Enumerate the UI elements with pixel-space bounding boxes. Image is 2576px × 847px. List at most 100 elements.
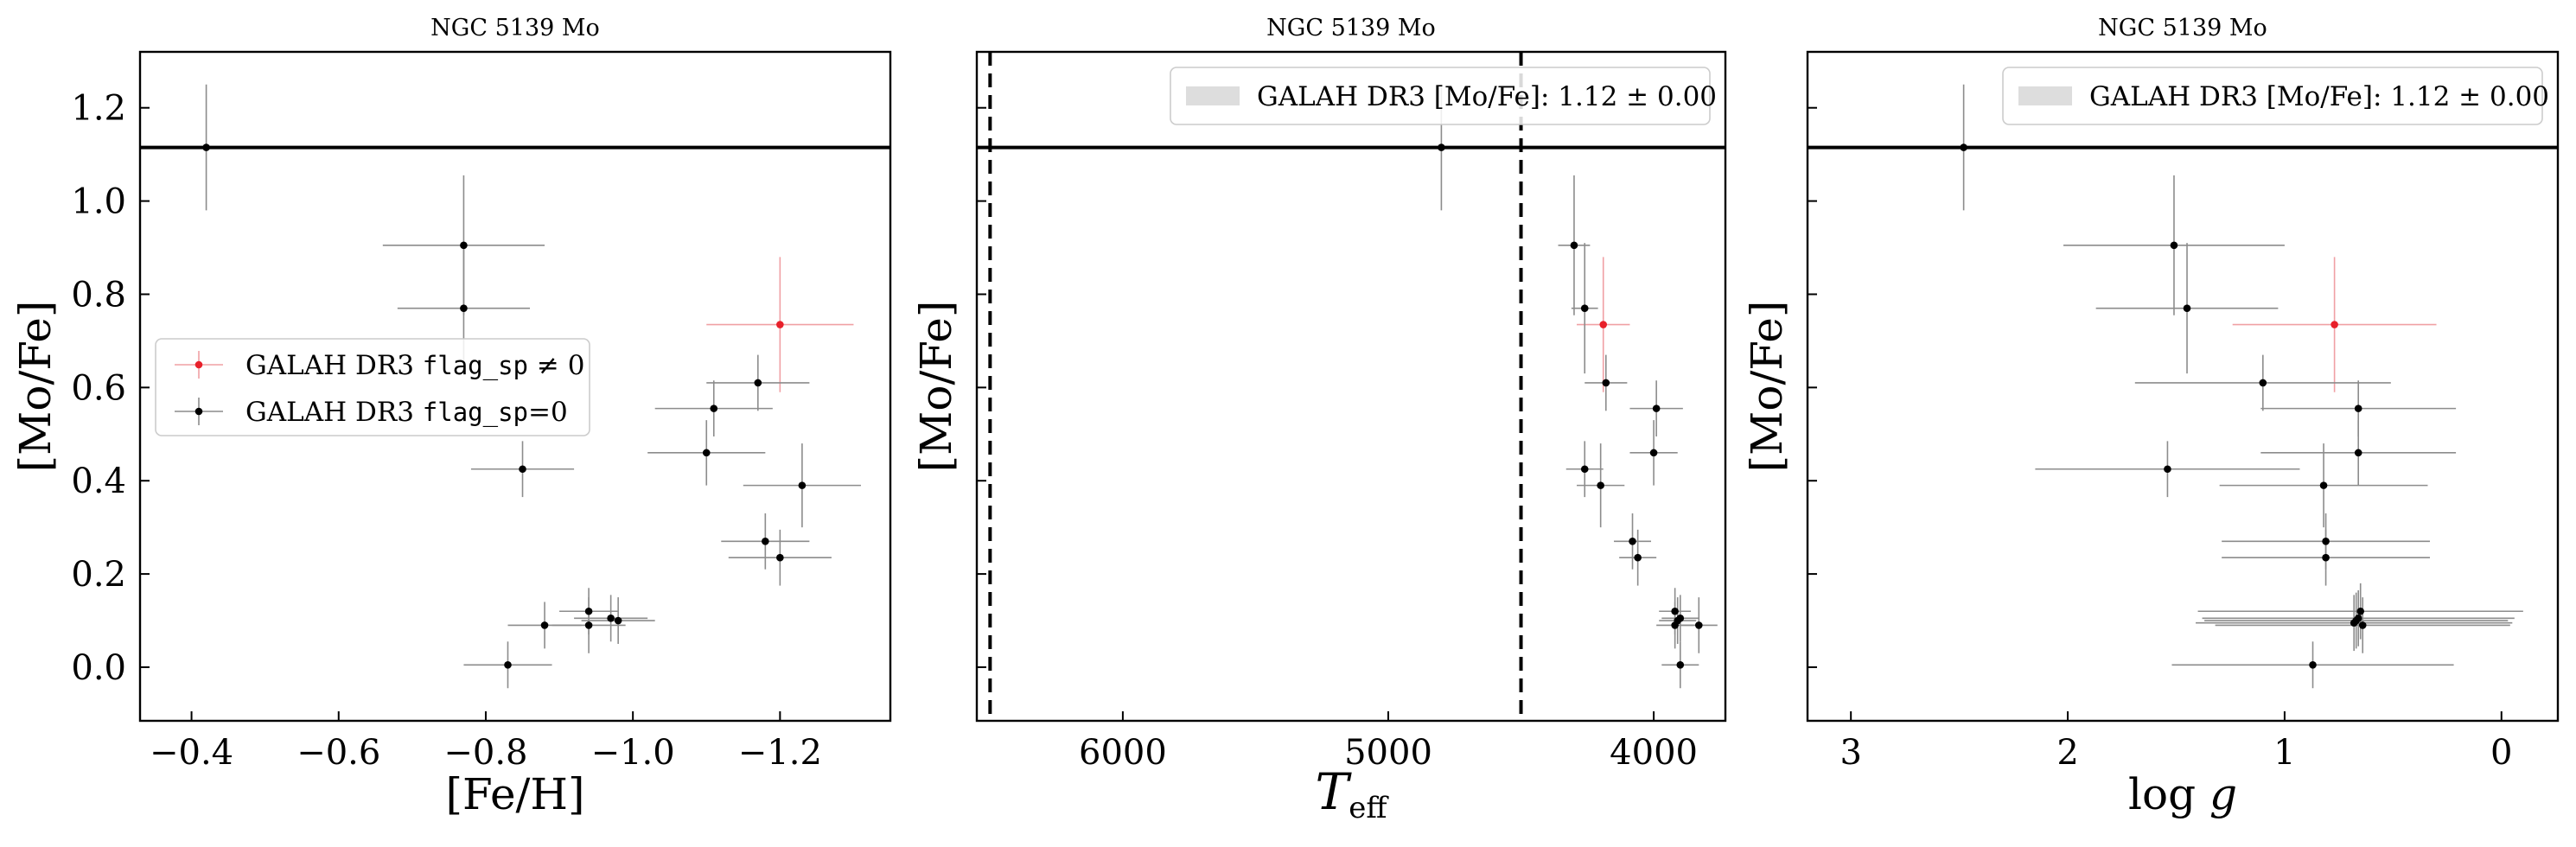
data-point: [2350, 619, 2358, 627]
data-point: [710, 404, 718, 412]
x-axis-label: log g: [2128, 769, 2237, 819]
chart-title: NGC 5139 Mo: [2098, 15, 2267, 41]
data-point: [607, 615, 615, 622]
data-point: [2354, 449, 2362, 457]
data-point: [504, 660, 512, 669]
chart-title: NGC 5139 Mo: [430, 15, 600, 41]
y-tick-label: 0.8: [71, 275, 126, 315]
data-point: [776, 321, 784, 328]
data-point: [1676, 660, 1685, 669]
panel-3: NGC 5139 Mo 3 2 1 0 log g [Mo/Fe] GALAH DR3 [Mo…: [1742, 15, 2560, 819]
data-point: [702, 449, 711, 457]
legend-label-prefix: GALAH DR3: [245, 350, 423, 381]
plot-area: [977, 52, 1725, 721]
x-tick-label: 5000: [1344, 733, 1432, 773]
plot-area: [1808, 84, 2558, 689]
y-tick-label: 0.0: [71, 648, 126, 688]
legend-label-prefix: GALAH DR3: [245, 397, 423, 428]
y-tick-label: 1.2: [71, 89, 126, 129]
data-point: [2164, 465, 2171, 474]
data-point: [1671, 607, 1679, 615]
data-point: [1599, 321, 1608, 328]
x-tick-label: 0: [2490, 733, 2512, 773]
data-point: [1960, 143, 1967, 151]
legend-frame: [2002, 67, 2543, 125]
legend-label-flag: flag_sp: [423, 398, 528, 428]
x-tick-label: 6000: [1079, 733, 1167, 773]
data-point: [1652, 404, 1661, 412]
data-point: [584, 607, 593, 615]
legend-label: GALAH DR3 flag_sp ≠ 0: [245, 350, 584, 381]
data-point: [2183, 304, 2191, 312]
data-point: [1570, 241, 1578, 250]
x-tick-label: −1.0: [591, 733, 675, 773]
plot-frame: [975, 50, 1727, 723]
data-point: [798, 481, 807, 489]
panel-1: NGC 5139 Mo −0.4 −0.6 −0.8 −1.0 −1.2 0.0 0.2 0.4…: [10, 15, 892, 819]
data-point: [1580, 465, 1589, 474]
x-tick-label: −0.6: [296, 733, 380, 773]
legend: GALAH DR3 [Mo/Fe]: 1.12 ± 0.00: [1170, 67, 1717, 125]
data-point: [1694, 621, 1703, 629]
legend-label: GALAH DR3 [Mo/Fe]: 1.12 ± 0.00: [2089, 81, 2549, 112]
data-point: [2331, 321, 2338, 328]
data-point: [754, 379, 762, 387]
legend-marker: [194, 407, 203, 416]
data-point: [1671, 621, 1679, 629]
data-point: [1649, 449, 1658, 457]
data-point: [1438, 143, 1445, 151]
x-tick-label: 4000: [1610, 733, 1698, 773]
data-point: [2356, 607, 2365, 615]
data-point: [460, 241, 468, 250]
data-point: [1597, 481, 1604, 489]
data-point: [519, 465, 526, 474]
x-axis-label: [Fe/H]: [445, 769, 584, 819]
x-tick-label: 2: [2056, 733, 2078, 773]
data-point: [584, 621, 593, 629]
data-point: [2358, 621, 2367, 629]
data-point: [2322, 553, 2330, 562]
legend-label-suffix: =0: [528, 397, 568, 428]
data-point: [2259, 379, 2267, 387]
data-point: [614, 616, 622, 625]
plot-frame: [138, 50, 892, 723]
data-point: [2309, 660, 2317, 669]
data-point: [2354, 404, 2362, 412]
y-tick-label: 0.2: [71, 555, 126, 595]
plot-frame: [1806, 50, 2560, 723]
y-tick-label: 1.0: [71, 182, 126, 222]
x-tick-label: −0.4: [150, 733, 233, 773]
data-point: [1580, 304, 1589, 312]
legend-marker: [194, 360, 203, 369]
data-point: [202, 143, 210, 151]
legend-band-swatch: [2018, 86, 2072, 105]
data-point: [762, 538, 769, 545]
data-point: [776, 553, 784, 562]
legend-label-suffix: ≠ 0: [528, 350, 584, 381]
legend-frame: [155, 338, 590, 436]
legend-label-flag: flag_sp: [423, 351, 528, 381]
data-point: [460, 304, 468, 312]
data-point: [2319, 481, 2328, 489]
data-point: [540, 621, 549, 629]
x-axis-label: Teff: [1316, 762, 1390, 825]
data-point: [1634, 553, 1642, 562]
data-point: [2170, 241, 2178, 250]
plot-area: [140, 84, 890, 689]
x-tick-label: −0.8: [443, 733, 527, 773]
x-tick-label: 1: [2273, 733, 2295, 773]
y-tick-label: 0.4: [71, 462, 126, 501]
y-axis-label: [Mo/Fe]: [911, 301, 961, 473]
legend-label: GALAH DR3 flag_sp=0: [245, 397, 568, 428]
x-tick-label: −1.2: [738, 733, 822, 773]
legend: GALAH DR3 [Mo/Fe]: 1.12 ± 0.00: [2002, 67, 2549, 125]
data-point: [1602, 379, 1610, 387]
y-axis-label: [Mo/Fe]: [1742, 301, 1792, 473]
data-point: [2322, 538, 2330, 545]
panel-2: NGC 5139 Mo 6000 5000 4000 Teff [Mo/Fe] GALAH …: [911, 15, 1727, 825]
legend-frame: [1170, 67, 1711, 125]
y-tick-label: 0.6: [71, 368, 126, 408]
chart-title: NGC 5139 Mo: [1266, 15, 1436, 41]
